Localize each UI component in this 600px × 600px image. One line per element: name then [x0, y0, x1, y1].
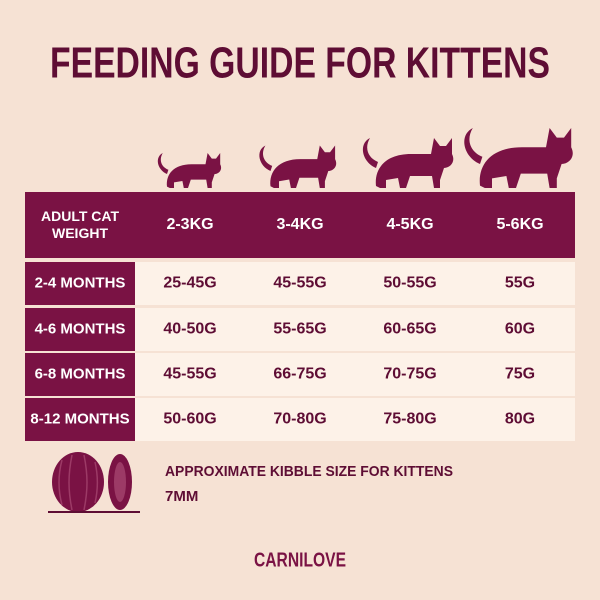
- row-label-background: [25, 308, 135, 351]
- row-background: [135, 308, 575, 351]
- row-label: 2-4 MONTHS: [35, 274, 126, 291]
- row-label: 4-6 MONTHS: [35, 320, 126, 337]
- cat-icon: [259, 145, 337, 188]
- cat-icon: [464, 128, 573, 188]
- kibble-size: 7MM: [165, 488, 198, 505]
- title: FEEDING GUIDE FOR KITTENS: [50, 39, 550, 88]
- table-cell: 80G: [505, 411, 535, 428]
- row-label-background: [25, 353, 135, 396]
- row-label-background: [25, 262, 135, 305]
- row-label: 8-12 MONTHS: [30, 410, 129, 427]
- header-cell: 5-6KG: [496, 216, 543, 233]
- feeding-table: ADULT CAT WEIGHT 2-3KG 3-4KG 4-5KG 5-6KG 2-4 M…: [25, 192, 575, 441]
- kibble-icon: [48, 452, 140, 513]
- table-cell: 60G: [505, 321, 535, 338]
- table-cell: 60-65G: [383, 321, 436, 338]
- table-cell: 45-55G: [163, 366, 216, 383]
- table-cell: 50-60G: [163, 411, 216, 428]
- header-cell: 2-3KG: [166, 216, 213, 233]
- table-cell: 75G: [505, 366, 535, 383]
- table-cell: 40-50G: [163, 321, 216, 338]
- header-line: WEIGHT: [52, 225, 108, 241]
- cat-icons: [157, 128, 573, 188]
- header-line: ADULT CAT: [41, 208, 119, 224]
- kibble-label: APPROXIMATE KIBBLE SIZE FOR KITTENS: [165, 463, 453, 480]
- table-cell: 55-65G: [273, 321, 326, 338]
- table-cell: 45-55G: [273, 275, 326, 292]
- table-cell: 70-80G: [273, 411, 326, 428]
- cat-icon: [362, 138, 454, 188]
- row-label-background: [25, 398, 135, 441]
- row-label: 6-8 MONTHS: [35, 365, 126, 382]
- table-cell: 25-45G: [163, 275, 216, 292]
- header-row: [25, 192, 575, 258]
- table-cell: 75-80G: [383, 411, 436, 428]
- row-background: [135, 262, 575, 305]
- brand-logo: CARNILOVE: [254, 549, 346, 571]
- header-cell: 4-5KG: [386, 216, 433, 233]
- header-cell: 3-4KG: [276, 216, 323, 233]
- row-background: [135, 353, 575, 396]
- table-cell: 50-55G: [383, 275, 436, 292]
- header-cell: ADULT CAT WEIGHT: [41, 208, 119, 241]
- cat-icon: [157, 153, 222, 188]
- table-cell: 70-75G: [383, 366, 436, 383]
- table-cell: 55G: [505, 275, 535, 292]
- table-cell: 66-75G: [273, 366, 326, 383]
- row-background: [135, 398, 575, 441]
